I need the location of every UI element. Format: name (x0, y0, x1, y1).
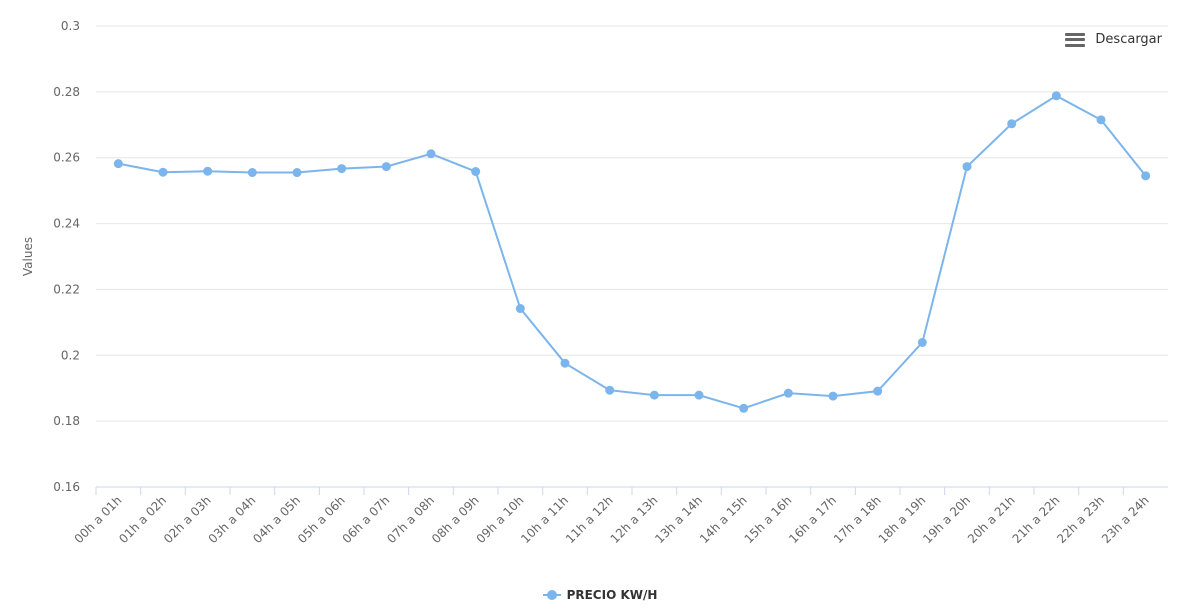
x-tick-label: 07h a 08h (384, 493, 437, 546)
data-point (739, 403, 749, 413)
y-tick-label: 0.28 (53, 85, 80, 99)
x-tick-label: 06h a 07h (340, 493, 393, 546)
legend-item[interactable]: PRECIO KW/H (0, 588, 1200, 602)
download-label: Descargar (1095, 32, 1162, 47)
data-point (1007, 119, 1017, 129)
data-point (962, 162, 972, 172)
data-point (605, 385, 615, 395)
y-tick-label: 0.2 (61, 348, 80, 362)
x-tick-label: 15h a 16h (742, 493, 795, 546)
x-tick-label: 09h a 10h (474, 493, 527, 546)
data-point (560, 358, 570, 368)
data-point (381, 162, 391, 172)
x-tick-label: 16h a 17h (786, 493, 839, 546)
download-menu-button[interactable]: Descargar (1065, 32, 1162, 47)
data-point (694, 390, 704, 400)
x-tick-label: 14h a 15h (697, 493, 750, 546)
legend-label: PRECIO KW/H (566, 588, 658, 602)
x-tick-label: 00h a 01h (72, 493, 125, 546)
x-tick-label: 23h a 24h (1099, 493, 1152, 546)
x-tick-label: 03h a 04h (206, 493, 259, 546)
data-point (203, 166, 213, 176)
y-axis-title: Values (21, 237, 35, 276)
x-tick-label: 05h a 06h (295, 493, 348, 546)
x-tick-label: 21h a 22h (1010, 493, 1063, 546)
data-point (515, 304, 525, 314)
hamburger-menu-icon (1065, 32, 1086, 47)
x-tick-label: 17h a 18h (831, 493, 884, 546)
data-point (113, 159, 123, 169)
data-point (828, 391, 838, 401)
y-tick-label: 0.18 (53, 414, 80, 428)
data-point (873, 386, 883, 396)
data-point (649, 390, 659, 400)
x-tick-label: 22h a 23h (1054, 493, 1107, 546)
x-tick-label: 04h a 05h (250, 493, 303, 546)
data-point (917, 337, 927, 347)
x-tick-label: 02h a 03h (161, 493, 214, 546)
data-point (1051, 91, 1061, 101)
data-point (247, 168, 257, 178)
x-tick-label: 18h a 19h (876, 493, 929, 546)
x-tick-label: 10h a 11h (518, 493, 571, 546)
x-tick-label: 13h a 14h (652, 493, 705, 546)
data-point (158, 167, 168, 177)
series-line (118, 94, 1147, 410)
x-tick-label: 19h a 20h (920, 493, 973, 546)
data-point (783, 388, 793, 398)
x-tick-label: 12h a 13h (608, 493, 661, 546)
legend-symbol-icon (542, 590, 561, 600)
data-point (471, 167, 481, 177)
data-point (426, 149, 436, 159)
y-tick-label: 0.22 (53, 282, 80, 296)
x-tick-label: 01h a 02h (116, 493, 169, 546)
y-tick-label: 0.24 (53, 217, 80, 231)
x-tick-label: 11h a 12h (563, 493, 616, 546)
data-point (337, 164, 347, 174)
y-tick-label: 0.26 (53, 151, 80, 165)
data-point (292, 168, 302, 178)
y-tick-label: 0.3 (61, 19, 80, 33)
x-tick-label: 08h a 09h (429, 493, 482, 546)
data-point (1096, 115, 1106, 125)
data-point (1141, 171, 1151, 181)
y-tick-label: 0.16 (53, 480, 80, 494)
x-tick-label: 20h a 21h (965, 493, 1018, 546)
